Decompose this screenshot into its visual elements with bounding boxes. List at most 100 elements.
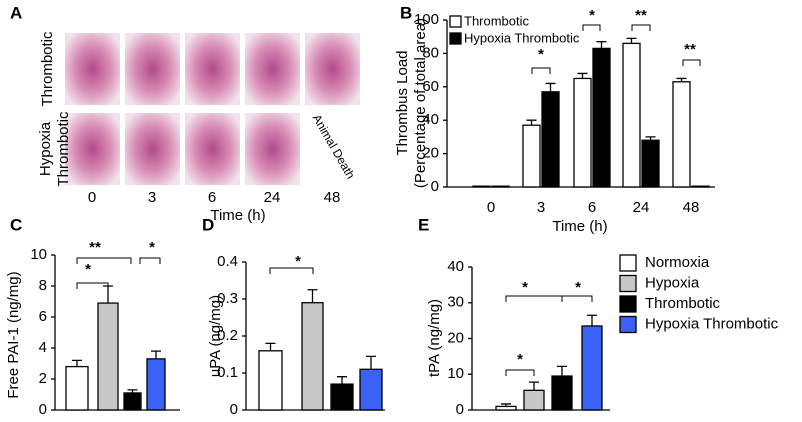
bar <box>641 139 660 188</box>
significance-label: * <box>517 351 523 368</box>
legend-label: Hypoxia <box>645 274 700 291</box>
y-axis-label: (Percentage of total area) <box>412 18 429 188</box>
bar <box>301 302 324 411</box>
bar <box>551 375 573 411</box>
bar <box>330 383 354 411</box>
y-tick-label: 6 <box>39 308 47 325</box>
legend-label: Thrombotic <box>464 13 530 28</box>
y-tick-label: 2 <box>39 370 47 387</box>
significance-label: * <box>589 7 595 24</box>
y-tick-label: 60 <box>422 78 439 95</box>
row-label: Thrombotic <box>39 31 56 107</box>
significance-label: * <box>85 261 91 278</box>
error-bar <box>557 365 567 377</box>
significance-label: * <box>575 279 581 296</box>
y-tick-label: 40 <box>447 258 464 275</box>
x-tick-label: 0 <box>487 199 495 216</box>
y-tick-label: 10 <box>447 365 464 382</box>
x-tick-label: 48 <box>683 199 700 216</box>
bar <box>359 368 383 411</box>
bar <box>541 91 560 188</box>
error-bar <box>501 403 511 407</box>
y-tick-label: 20 <box>422 145 439 162</box>
x-tick-label: 48 <box>324 189 341 206</box>
legend-swatch <box>619 295 637 313</box>
significance-bracket <box>561 295 593 302</box>
x-axis-label: Time (h) <box>552 218 607 235</box>
note: Animal Death <box>310 112 358 181</box>
panel-letter: E <box>418 215 429 234</box>
y-tick-label: 0 <box>431 178 439 195</box>
histology-image <box>305 33 360 105</box>
y-tick-label: 0.3 <box>217 290 238 307</box>
error-bar <box>645 136 656 141</box>
legend-label: Thrombotic <box>645 295 721 312</box>
significance-label: * <box>295 253 301 270</box>
error-bar <box>529 381 539 391</box>
bar <box>495 405 517 411</box>
significance-bracket <box>531 67 551 74</box>
y-tick-label: 40 <box>422 111 439 128</box>
x-tick-label: 3 <box>537 199 545 216</box>
row-label: Hypoxia <box>37 121 54 176</box>
error-bar <box>545 82 556 92</box>
y-tick-label: 100 <box>414 11 439 28</box>
y-tick-label: 80 <box>422 44 439 61</box>
y-tick-label: 30 <box>447 294 464 311</box>
significance-bracket <box>682 59 701 66</box>
bar <box>522 124 541 188</box>
x-tick-label: 0 <box>88 189 96 206</box>
bar <box>523 389 545 411</box>
x-tick-label: 3 <box>148 189 156 206</box>
error-bar <box>626 37 637 44</box>
legend-label: Normoxia <box>645 254 710 271</box>
legend-swatch <box>449 15 462 28</box>
panel-letter: B <box>400 3 412 22</box>
histology-image <box>185 33 240 105</box>
legend-swatch <box>619 315 637 334</box>
y-axis-label: Free PAI-1 (ng/mg) <box>5 271 22 398</box>
bar <box>622 42 641 188</box>
error-bar <box>307 289 318 303</box>
error-bar <box>366 355 376 370</box>
y-tick-label: 10 <box>30 246 47 263</box>
legend-swatch <box>619 274 637 293</box>
x-tick-label: 6 <box>208 189 216 206</box>
significance-label: ** <box>684 41 696 58</box>
bar <box>258 350 283 411</box>
error-bar <box>127 389 138 393</box>
y-axis-label: uPA (ng/mg) <box>207 295 224 377</box>
bar <box>573 77 592 188</box>
legend-swatch <box>449 32 462 45</box>
histology-image <box>125 113 180 185</box>
panel-letter: D <box>202 215 214 234</box>
y-tick-label: 0 <box>456 401 464 418</box>
error-bar <box>526 119 537 126</box>
significance-label: * <box>522 279 528 296</box>
bar <box>123 392 142 411</box>
legend-label: Hypoxia Thrombotic <box>645 315 779 332</box>
bar <box>592 47 611 188</box>
panel-letter: A <box>10 3 22 22</box>
y-tick-label: 4 <box>39 339 47 356</box>
bar <box>672 81 691 188</box>
significance-label: ** <box>635 7 647 24</box>
histology-image <box>185 113 240 185</box>
bar <box>146 358 166 411</box>
significance-bracket <box>139 257 161 264</box>
error-bar <box>151 350 161 359</box>
significance-bracket <box>76 257 132 264</box>
x-tick-label: 6 <box>588 199 596 216</box>
histology-image <box>65 113 120 185</box>
panel-letter: C <box>10 215 22 234</box>
histology-image <box>65 33 120 105</box>
y-tick-label: 0 <box>39 401 47 418</box>
bar <box>65 365 89 411</box>
significance-bracket <box>631 24 651 31</box>
histology-image <box>245 33 300 105</box>
bar <box>97 302 119 411</box>
y-tick-label: 20 <box>447 329 464 346</box>
significance-bracket <box>505 295 563 302</box>
significance-bracket <box>269 267 314 274</box>
